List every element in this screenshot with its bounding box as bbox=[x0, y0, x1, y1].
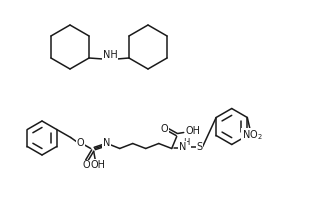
Text: OH: OH bbox=[90, 159, 105, 170]
Text: NH: NH bbox=[103, 50, 117, 60]
Text: NO$_2$: NO$_2$ bbox=[242, 129, 263, 142]
Text: O: O bbox=[77, 138, 85, 148]
Text: N: N bbox=[103, 138, 111, 148]
Text: S: S bbox=[197, 141, 203, 152]
Text: O: O bbox=[161, 124, 169, 134]
Text: H: H bbox=[184, 138, 190, 147]
Text: O: O bbox=[83, 161, 91, 171]
Text: OH: OH bbox=[186, 127, 201, 136]
Text: N: N bbox=[179, 141, 186, 152]
